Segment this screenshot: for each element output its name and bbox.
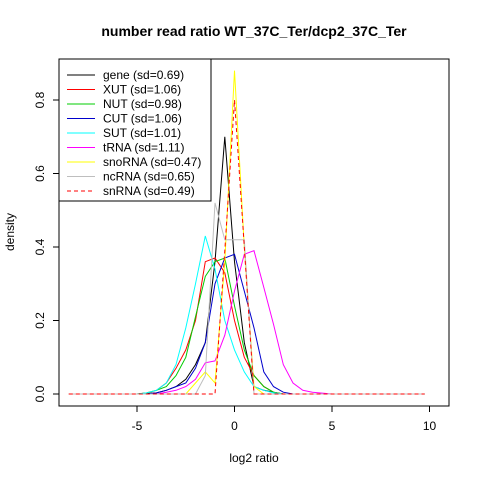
chart-title: number read ratio WT_37C_Ter/dcp2_37C_Te… <box>101 23 407 39</box>
series-line-6 <box>68 70 425 395</box>
x-tick-label: -5 <box>132 419 143 433</box>
y-tick-label: 0.8 <box>33 91 47 108</box>
x-axis: -5 0 5 10 <box>132 405 437 433</box>
y-tick-label: 0.6 <box>33 165 47 182</box>
legend-box <box>58 58 212 202</box>
legend-label: SUT (sd=1.01) <box>103 126 181 140</box>
series-line-8 <box>68 99 425 395</box>
y-tick-label: 0.2 <box>33 312 47 329</box>
series-line-3 <box>68 253 425 395</box>
y-axis-label: density <box>3 213 17 251</box>
x-tick-label: 0 <box>231 419 238 433</box>
y-tick-label: 0.4 <box>33 238 47 255</box>
legend-label: gene (sd=0.69) <box>103 68 184 82</box>
legend-label: tRNA (sd=1.11) <box>103 141 184 155</box>
series-lines <box>68 70 425 395</box>
series-line-5 <box>68 250 425 395</box>
legend-label: ncRNA (sd=0.65) <box>103 170 195 184</box>
x-tick-label: 5 <box>329 419 336 433</box>
x-tick-label: 10 <box>423 419 437 433</box>
series-line-7 <box>68 202 425 395</box>
legend-label: NUT (sd=0.98) <box>103 97 182 111</box>
legend-label: snRNA (sd=0.49) <box>103 184 195 198</box>
legend-label: snoRNA (sd=0.47) <box>103 155 201 169</box>
x-axis-label: log2 ratio <box>229 451 279 465</box>
y-tick-label: 0.0 <box>33 385 47 402</box>
legend-label: CUT (sd=1.06) <box>103 112 182 126</box>
legend: gene (sd=0.69)XUT (sd=1.06)NUT (sd=0.98)… <box>58 58 212 202</box>
legend-label: XUT (sd=1.06) <box>103 83 181 97</box>
